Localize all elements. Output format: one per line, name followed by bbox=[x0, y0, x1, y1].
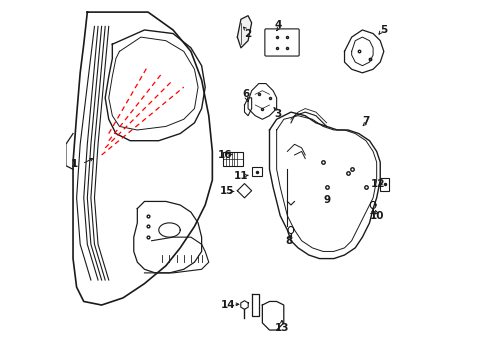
Text: 6: 6 bbox=[242, 89, 249, 99]
Text: 16: 16 bbox=[217, 150, 232, 160]
Text: 13: 13 bbox=[274, 323, 289, 333]
Bar bbox=[223, 153, 242, 166]
Text: 8: 8 bbox=[285, 236, 292, 246]
Text: 9: 9 bbox=[323, 195, 329, 204]
Text: 7: 7 bbox=[362, 116, 369, 126]
Text: 5: 5 bbox=[379, 25, 386, 35]
Polygon shape bbox=[237, 16, 251, 48]
FancyBboxPatch shape bbox=[264, 29, 299, 56]
Text: 10: 10 bbox=[368, 211, 383, 221]
Bar bbox=[251, 167, 262, 176]
Polygon shape bbox=[73, 12, 212, 305]
Text: 11: 11 bbox=[233, 171, 248, 181]
Text: 12: 12 bbox=[370, 179, 385, 189]
Text: 15: 15 bbox=[219, 186, 233, 197]
Polygon shape bbox=[269, 112, 380, 258]
Text: 2: 2 bbox=[244, 28, 251, 39]
Text: 1: 1 bbox=[71, 159, 78, 169]
Text: 4: 4 bbox=[274, 19, 282, 30]
Text: 3: 3 bbox=[274, 109, 282, 119]
Text: 14: 14 bbox=[221, 300, 235, 310]
Bar bbox=[380, 178, 388, 191]
